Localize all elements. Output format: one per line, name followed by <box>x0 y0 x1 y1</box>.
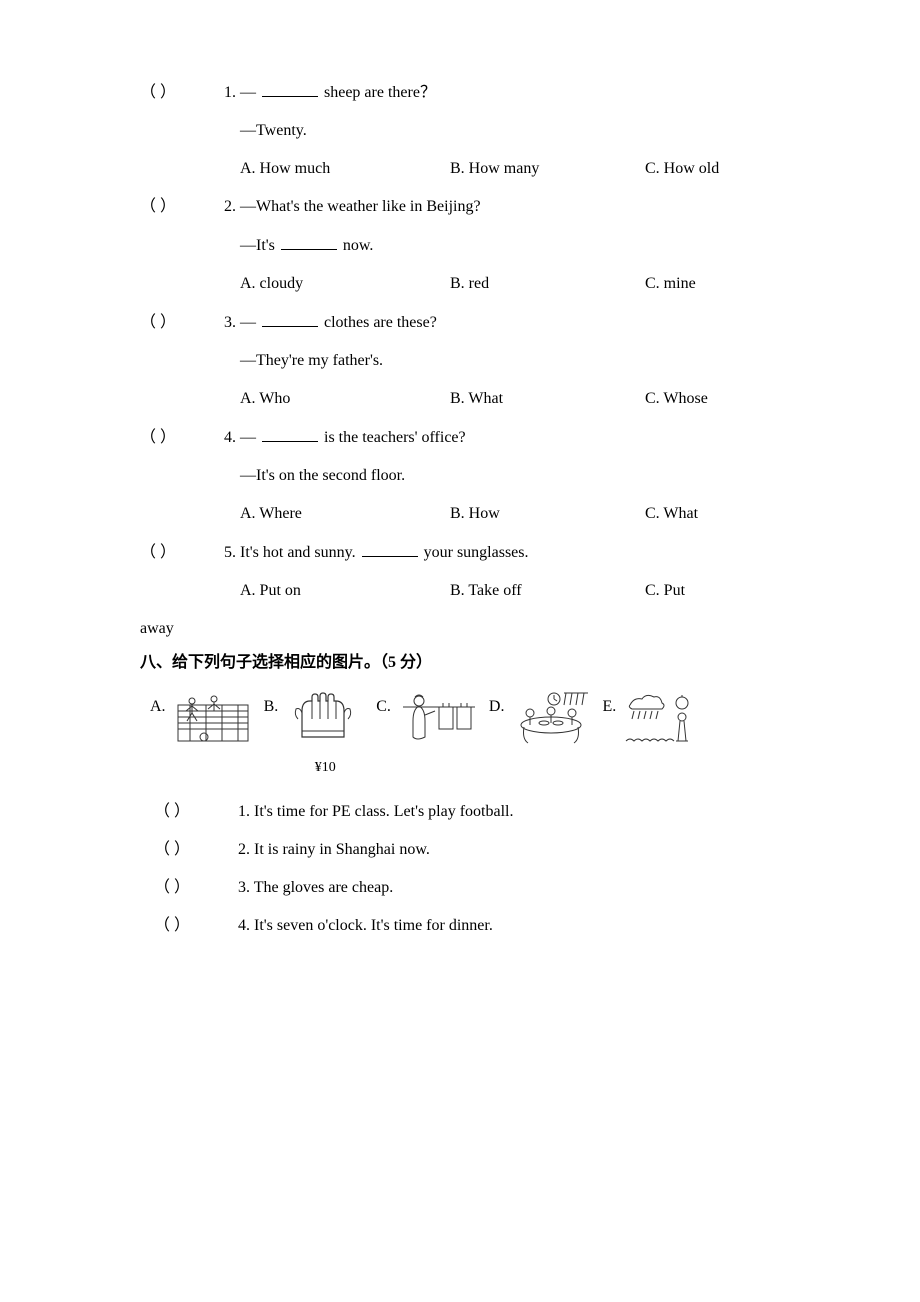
option-b[interactable]: B. red <box>450 272 645 296</box>
q5-pre: 5. It's hot and sunny. <box>224 544 360 561</box>
q2-reply-pre: —It's <box>240 237 279 254</box>
option-a[interactable]: A. Put on <box>240 579 450 603</box>
question-1: （ ） 1. — sheep are there？ —Twenty. A. Ho… <box>140 80 780 181</box>
s8-q2-text: 2. It is rainy in Shanghai now. <box>238 841 430 858</box>
pic-option-b[interactable]: B. ¥10 <box>264 691 369 778</box>
q2-reply: —It's now. <box>140 233 780 258</box>
pic-label: E. <box>602 691 616 719</box>
s8-q4: （ ） 4. It's seven o'clock. It's time for… <box>140 914 780 938</box>
pic-label: D. <box>489 691 505 719</box>
answer-blank[interactable]: （ ） <box>154 800 234 824</box>
q3-num: 3. — <box>224 314 260 331</box>
pic-label: B. <box>264 691 279 719</box>
q4-num: 4. — <box>224 429 260 446</box>
pic-option-e[interactable]: E. <box>602 691 706 755</box>
q2-reply-post: now. <box>339 237 374 254</box>
price-caption: ¥10 <box>282 757 368 778</box>
option-c[interactable]: C. Whose <box>645 387 708 411</box>
s8-q4-text: 4. It's seven o'clock. It's time for din… <box>238 917 493 934</box>
q5-options: A. Put on B. Take off C. Put <box>140 579 780 603</box>
answer-blank[interactable]: （ ） <box>154 876 234 900</box>
option-c[interactable]: C. Put <box>645 579 685 603</box>
pic-option-c[interactable]: C. <box>376 691 481 755</box>
s8-q3-text: 3. The gloves are cheap. <box>238 879 393 896</box>
fill-blank[interactable] <box>362 540 418 557</box>
q1-stem: （ ） 1. — sheep are there？ <box>140 80 780 105</box>
s8-q2: （ ） 2. It is rainy in Shanghai now. <box>140 838 780 862</box>
q3-after: clothes are these? <box>320 314 437 331</box>
rain-tower-icon <box>620 691 706 747</box>
s8-q1-text: 1. It's time for PE class. Let's play fo… <box>238 803 514 820</box>
q4-reply: —It's on the second floor. <box>140 464 780 488</box>
option-c[interactable]: C. What <box>645 502 698 526</box>
fill-blank[interactable] <box>281 233 337 250</box>
option-a[interactable]: A. How much <box>240 157 450 181</box>
answer-blank[interactable]: （ ） <box>140 195 220 219</box>
q4-stem: （ ） 4. — is the teachers' office? <box>140 425 780 450</box>
q4-after: is the teachers' office? <box>320 429 466 446</box>
option-c[interactable]: C. mine <box>645 272 696 296</box>
q5-stem: （ ） 5. It's hot and sunny. your sunglass… <box>140 540 780 565</box>
option-b[interactable]: B. How many <box>450 157 645 181</box>
pic-label: A. <box>150 691 166 719</box>
option-b[interactable]: B. How <box>450 502 645 526</box>
q4-options: A. Where B. How C. What <box>140 502 780 526</box>
football-icon <box>170 691 256 747</box>
answer-blank[interactable]: （ ） <box>154 838 234 862</box>
option-a[interactable]: A. Who <box>240 387 450 411</box>
q1-reply: —Twenty. <box>140 119 780 143</box>
option-b[interactable]: B. Take off <box>450 579 645 603</box>
s8-q1: （ ） 1. It's time for PE class. Let's pla… <box>140 800 780 824</box>
q3-stem: （ ） 3. — clothes are these? <box>140 310 780 335</box>
q3-options: A. Who B. What C. Whose <box>140 387 780 411</box>
answer-blank[interactable]: （ ） <box>140 311 220 335</box>
pic-option-a[interactable]: A. <box>150 691 256 755</box>
answer-blank[interactable]: （ ） <box>140 541 220 565</box>
q2-stem: （ ） 2. —What's the weather like in Beiji… <box>140 195 780 219</box>
option-a[interactable]: A. Where <box>240 502 450 526</box>
q2-num: 2. —What's the weather like in Beijing? <box>224 198 481 215</box>
pic-option-d[interactable]: D. <box>489 691 595 755</box>
question-2: （ ） 2. —What's the weather like in Beiji… <box>140 195 780 296</box>
answer-blank[interactable]: （ ） <box>154 914 234 938</box>
option-b[interactable]: B. What <box>450 387 645 411</box>
q5-option-c-wrap: away <box>140 617 780 641</box>
dinner-clock-icon <box>508 691 594 747</box>
q1-options: A. How much B. How many C. How old <box>140 157 780 181</box>
picture-options: A. B. <box>140 691 780 778</box>
section-8-title: 八、给下列句子选择相应的图片。（5 分） <box>140 651 780 675</box>
option-c[interactable]: C. How old <box>645 157 719 181</box>
gloves-icon <box>282 691 368 747</box>
fill-blank[interactable] <box>262 80 318 97</box>
answer-blank[interactable]: （ ） <box>140 426 220 450</box>
question-5: （ ） 5. It's hot and sunny. your sunglass… <box>140 540 780 603</box>
pic-label: C. <box>376 691 391 719</box>
question-3: （ ） 3. — clothes are these? —They're my … <box>140 310 780 411</box>
hang-clothes-icon <box>395 691 481 747</box>
answer-blank[interactable]: （ ） <box>140 81 220 105</box>
fill-blank[interactable] <box>262 425 318 442</box>
option-a[interactable]: A. cloudy <box>240 272 450 296</box>
q3-reply: —They're my father's. <box>140 349 780 373</box>
q1-num: 1. — <box>224 84 260 101</box>
fill-blank[interactable] <box>262 310 318 327</box>
s8-q3: （ ） 3. The gloves are cheap. <box>140 876 780 900</box>
question-4: （ ） 4. — is the teachers' office? —It's … <box>140 425 780 526</box>
q2-options: A. cloudy B. red C. mine <box>140 272 780 296</box>
q5-post: your sunglasses. <box>420 544 529 561</box>
q1-after: sheep are there？ <box>320 84 436 101</box>
